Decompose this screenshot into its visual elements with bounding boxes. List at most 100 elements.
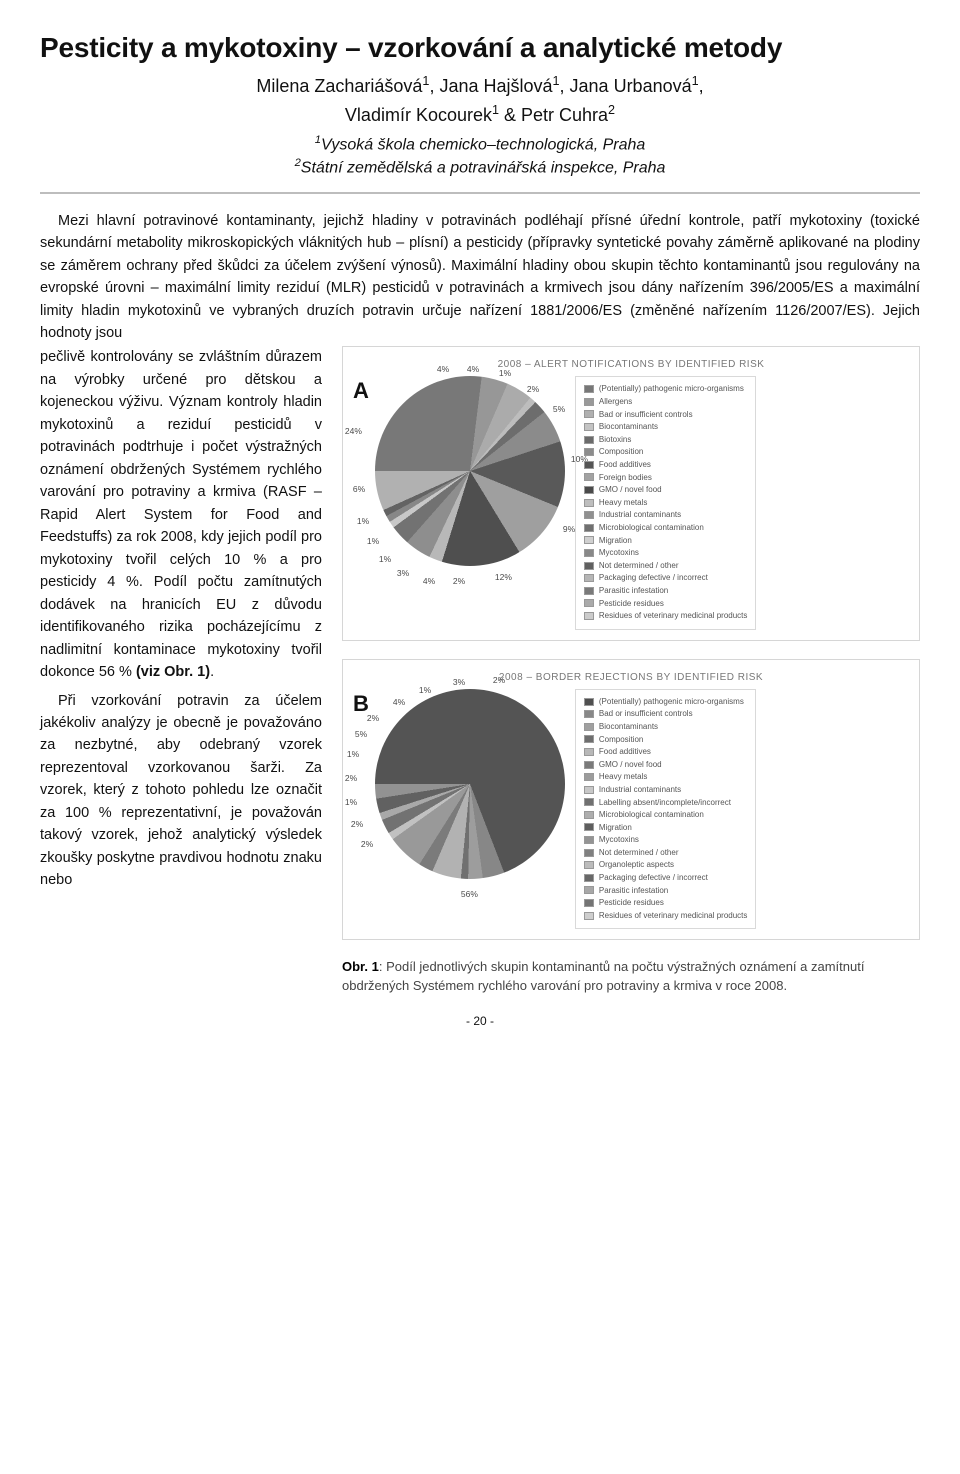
pie-slice-label: 2%	[453, 576, 465, 586]
legend-swatch	[584, 773, 594, 781]
legend-row: Microbiological contamination	[584, 522, 748, 534]
authors-line-1: Milena Zachariášová1, Jana Hajšlová1, Ja…	[40, 74, 920, 97]
affiliation-2: 2Státní zemědělská a potravinářská inspe…	[40, 157, 920, 177]
legend-row: Parasitic infestation	[584, 585, 748, 597]
legend-swatch	[584, 562, 594, 570]
legend-label: GMO / novel food	[599, 484, 662, 496]
legend-label: Not determined / other	[599, 847, 679, 859]
legend-swatch	[584, 735, 594, 743]
pie-slice-label: 5%	[553, 404, 565, 414]
legend-swatch	[584, 473, 594, 481]
legend-row: Heavy metals	[584, 771, 748, 783]
pie-slice-label: 4%	[467, 364, 479, 374]
pie-slice-label: 4%	[393, 697, 405, 707]
legend-row: Residues of veterinary medicinal product…	[584, 910, 748, 922]
figure-column: 2008 – ALERT NOTIFICATIONS BY IDENTIFIED…	[342, 346, 920, 996]
legend-label: Not determined / other	[599, 560, 679, 572]
legend-swatch	[584, 549, 594, 557]
pie-slice-label: 1%	[345, 797, 357, 807]
legend-row: (Potentially) pathogenic micro-organisms	[584, 383, 748, 395]
legend-label: Allergens	[599, 396, 632, 408]
legend-label: Mycotoxins	[599, 547, 639, 559]
legend-label: Biocontaminants	[599, 421, 658, 433]
legend-label: Bad or insufficient controls	[599, 409, 693, 421]
legend-label: Packaging defective / incorrect	[599, 872, 708, 884]
pie-slice-label: 1%	[379, 554, 391, 564]
chart-b-title: 2008 – BORDER REJECTIONS BY IDENTIFIED R…	[353, 672, 909, 683]
left-column: pečlivě kontrolovány se zvláštním důraze…	[40, 346, 322, 996]
legend-swatch	[584, 499, 594, 507]
legend-label: Heavy metals	[599, 497, 647, 509]
legend-row: Parasitic infestation	[584, 885, 748, 897]
legend-label: Microbiological contamination	[599, 809, 704, 821]
legend-label: Residues of veterinary medicinal product…	[599, 610, 748, 622]
legend-swatch	[584, 536, 594, 544]
legend-swatch	[584, 836, 594, 844]
section-rule	[40, 192, 920, 194]
affiliation-1: 1Vysoká škola chemicko–technologická, Pr…	[40, 134, 920, 154]
legend-swatch	[584, 823, 594, 831]
pie-slices	[375, 376, 565, 566]
legend-row: Food additives	[584, 459, 748, 471]
pie-slice-label: 2%	[361, 839, 373, 849]
pie-slice-label: 1%	[419, 685, 431, 695]
pie-slice-label: 2%	[345, 773, 357, 783]
legend-label: Heavy metals	[599, 771, 647, 783]
legend-swatch	[584, 461, 594, 469]
legend-label: Food additives	[599, 459, 651, 471]
legend-label: (Potentially) pathogenic micro-organisms	[599, 383, 744, 395]
legend-swatch	[584, 748, 594, 756]
legend-swatch	[584, 612, 594, 620]
legend-swatch	[584, 899, 594, 907]
pie-slice-label: 1%	[367, 536, 379, 546]
legend-row: Packaging defective / incorrect	[584, 572, 748, 584]
pie-slice-label: 9%	[563, 524, 575, 534]
legend-label: Composition	[599, 446, 643, 458]
legend-swatch	[584, 811, 594, 819]
legend-row: Composition	[584, 734, 748, 746]
body-paragraph-left-2: Při vzorkování potravin za účelem jakéko…	[40, 690, 322, 892]
legend-swatch	[584, 698, 594, 706]
legend-swatch	[584, 861, 594, 869]
legend-row: Packaging defective / incorrect	[584, 872, 748, 884]
legend-label: Mycotoxins	[599, 834, 639, 846]
legend-swatch	[584, 436, 594, 444]
legend-swatch	[584, 448, 594, 456]
figure-caption: Obr. 1: Podíl jednotlivých skupin kontam…	[342, 958, 920, 996]
pie-slice-label: 3%	[453, 677, 465, 687]
legend-row: Biocontaminants	[584, 721, 748, 733]
legend-swatch	[584, 524, 594, 532]
legend-row: Microbiological contamination	[584, 809, 748, 821]
authors-line-2: Vladimír Kocourek1 & Petr Cuhra2	[40, 103, 920, 126]
legend-label: Residues of veterinary medicinal product…	[599, 910, 748, 922]
pie-slice-label: 56%	[461, 889, 478, 899]
pie-chart-b: 56%3%2%1%4%2%5%1%2%1%2%2%	[375, 689, 565, 879]
page-number: - 20 -	[40, 1014, 920, 1028]
legend-row: Food additives	[584, 746, 748, 758]
legend-label: Composition	[599, 734, 643, 746]
legend-row: Industrial contaminants	[584, 784, 748, 796]
legend-row: GMO / novel food	[584, 759, 748, 771]
pie-slice-label: 1%	[347, 749, 359, 759]
legend-swatch	[584, 410, 594, 418]
pie-slice-label: 2%	[367, 713, 379, 723]
legend-row: Migration	[584, 822, 748, 834]
legend-row: Organoleptic aspects	[584, 859, 748, 871]
legend-swatch	[584, 723, 594, 731]
legend-swatch	[584, 786, 594, 794]
pie-slice-label: 2%	[351, 819, 363, 829]
chart-panel-b: 2008 – BORDER REJECTIONS BY IDENTIFIED R…	[342, 659, 920, 941]
legend-label: Parasitic infestation	[599, 585, 668, 597]
legend-swatch	[584, 849, 594, 857]
legend-label: Biotoxins	[599, 434, 631, 446]
body-paragraph-intro: Mezi hlavní potravinové kontaminanty, je…	[40, 210, 920, 345]
legend-label: Food additives	[599, 746, 651, 758]
legend-row: Bad or insufficient controls	[584, 708, 748, 720]
pie-slice-label: 4%	[423, 576, 435, 586]
legend-swatch	[584, 710, 594, 718]
legend-label: GMO / novel food	[599, 759, 662, 771]
legend-row: Biocontaminants	[584, 421, 748, 433]
pie-slice-label: 12%	[495, 572, 512, 582]
legend-label: Foreign bodies	[599, 472, 652, 484]
legend-label: Biocontaminants	[599, 721, 658, 733]
